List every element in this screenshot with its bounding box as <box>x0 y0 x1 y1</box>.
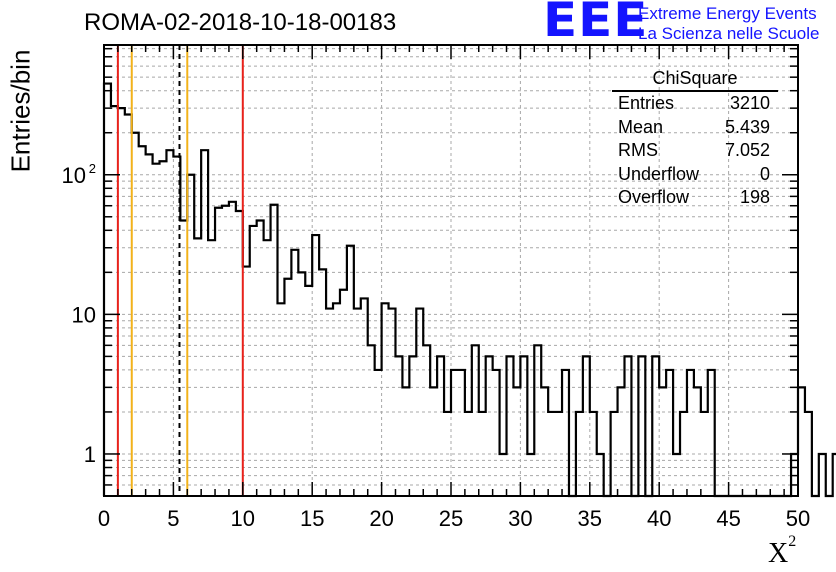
stats-row-underflow: Underflow 0 <box>618 163 770 184</box>
stats-row-rms: RMS 7.052 <box>618 140 770 160</box>
x-tick-label: 40 <box>647 506 671 531</box>
y-tick-label-sup: 2 <box>89 161 96 176</box>
x-tick-label: 25 <box>439 506 463 531</box>
logo-line-2: La Scienza nelle Scuole <box>638 24 820 43</box>
stats-box: ChiSquare Entries 3210 Mean 5.439 RMS 7.052… <box>612 66 778 210</box>
eee-logo-mark: EEE <box>543 0 649 48</box>
x-tick-label: 30 <box>508 506 532 531</box>
y-tick-label: 1 <box>84 442 96 467</box>
x-tick-label: 45 <box>716 506 740 531</box>
x-tick-label: 0 <box>98 506 110 531</box>
logo-line-1: Extreme Energy Events <box>638 4 817 23</box>
x-tick-label: 15 <box>300 506 324 531</box>
x-axis-label: X2 <box>768 532 797 569</box>
stats-title: ChiSquare <box>612 66 778 92</box>
x-tick-label: 10 <box>231 506 255 531</box>
stats-row-overflow: Overflow 198 <box>618 187 770 207</box>
x-tick-label: 50 <box>786 506 810 531</box>
y-axis-label: Entries/bin <box>5 49 36 173</box>
y-tick-label: 10 <box>72 302 96 327</box>
histogram-outline <box>102 82 836 498</box>
stats-row-mean: Mean 5.439 <box>618 116 770 137</box>
x-tick-label: 20 <box>369 506 393 531</box>
y-tick-label: 10 <box>62 163 86 188</box>
x-tick-label: 35 <box>578 506 602 531</box>
chart-title: ROMA-02-2018-10-18-00183 <box>84 9 397 36</box>
stats-row-entries: Entries 3210 <box>618 93 770 113</box>
x-tick-label: 5 <box>167 506 179 531</box>
